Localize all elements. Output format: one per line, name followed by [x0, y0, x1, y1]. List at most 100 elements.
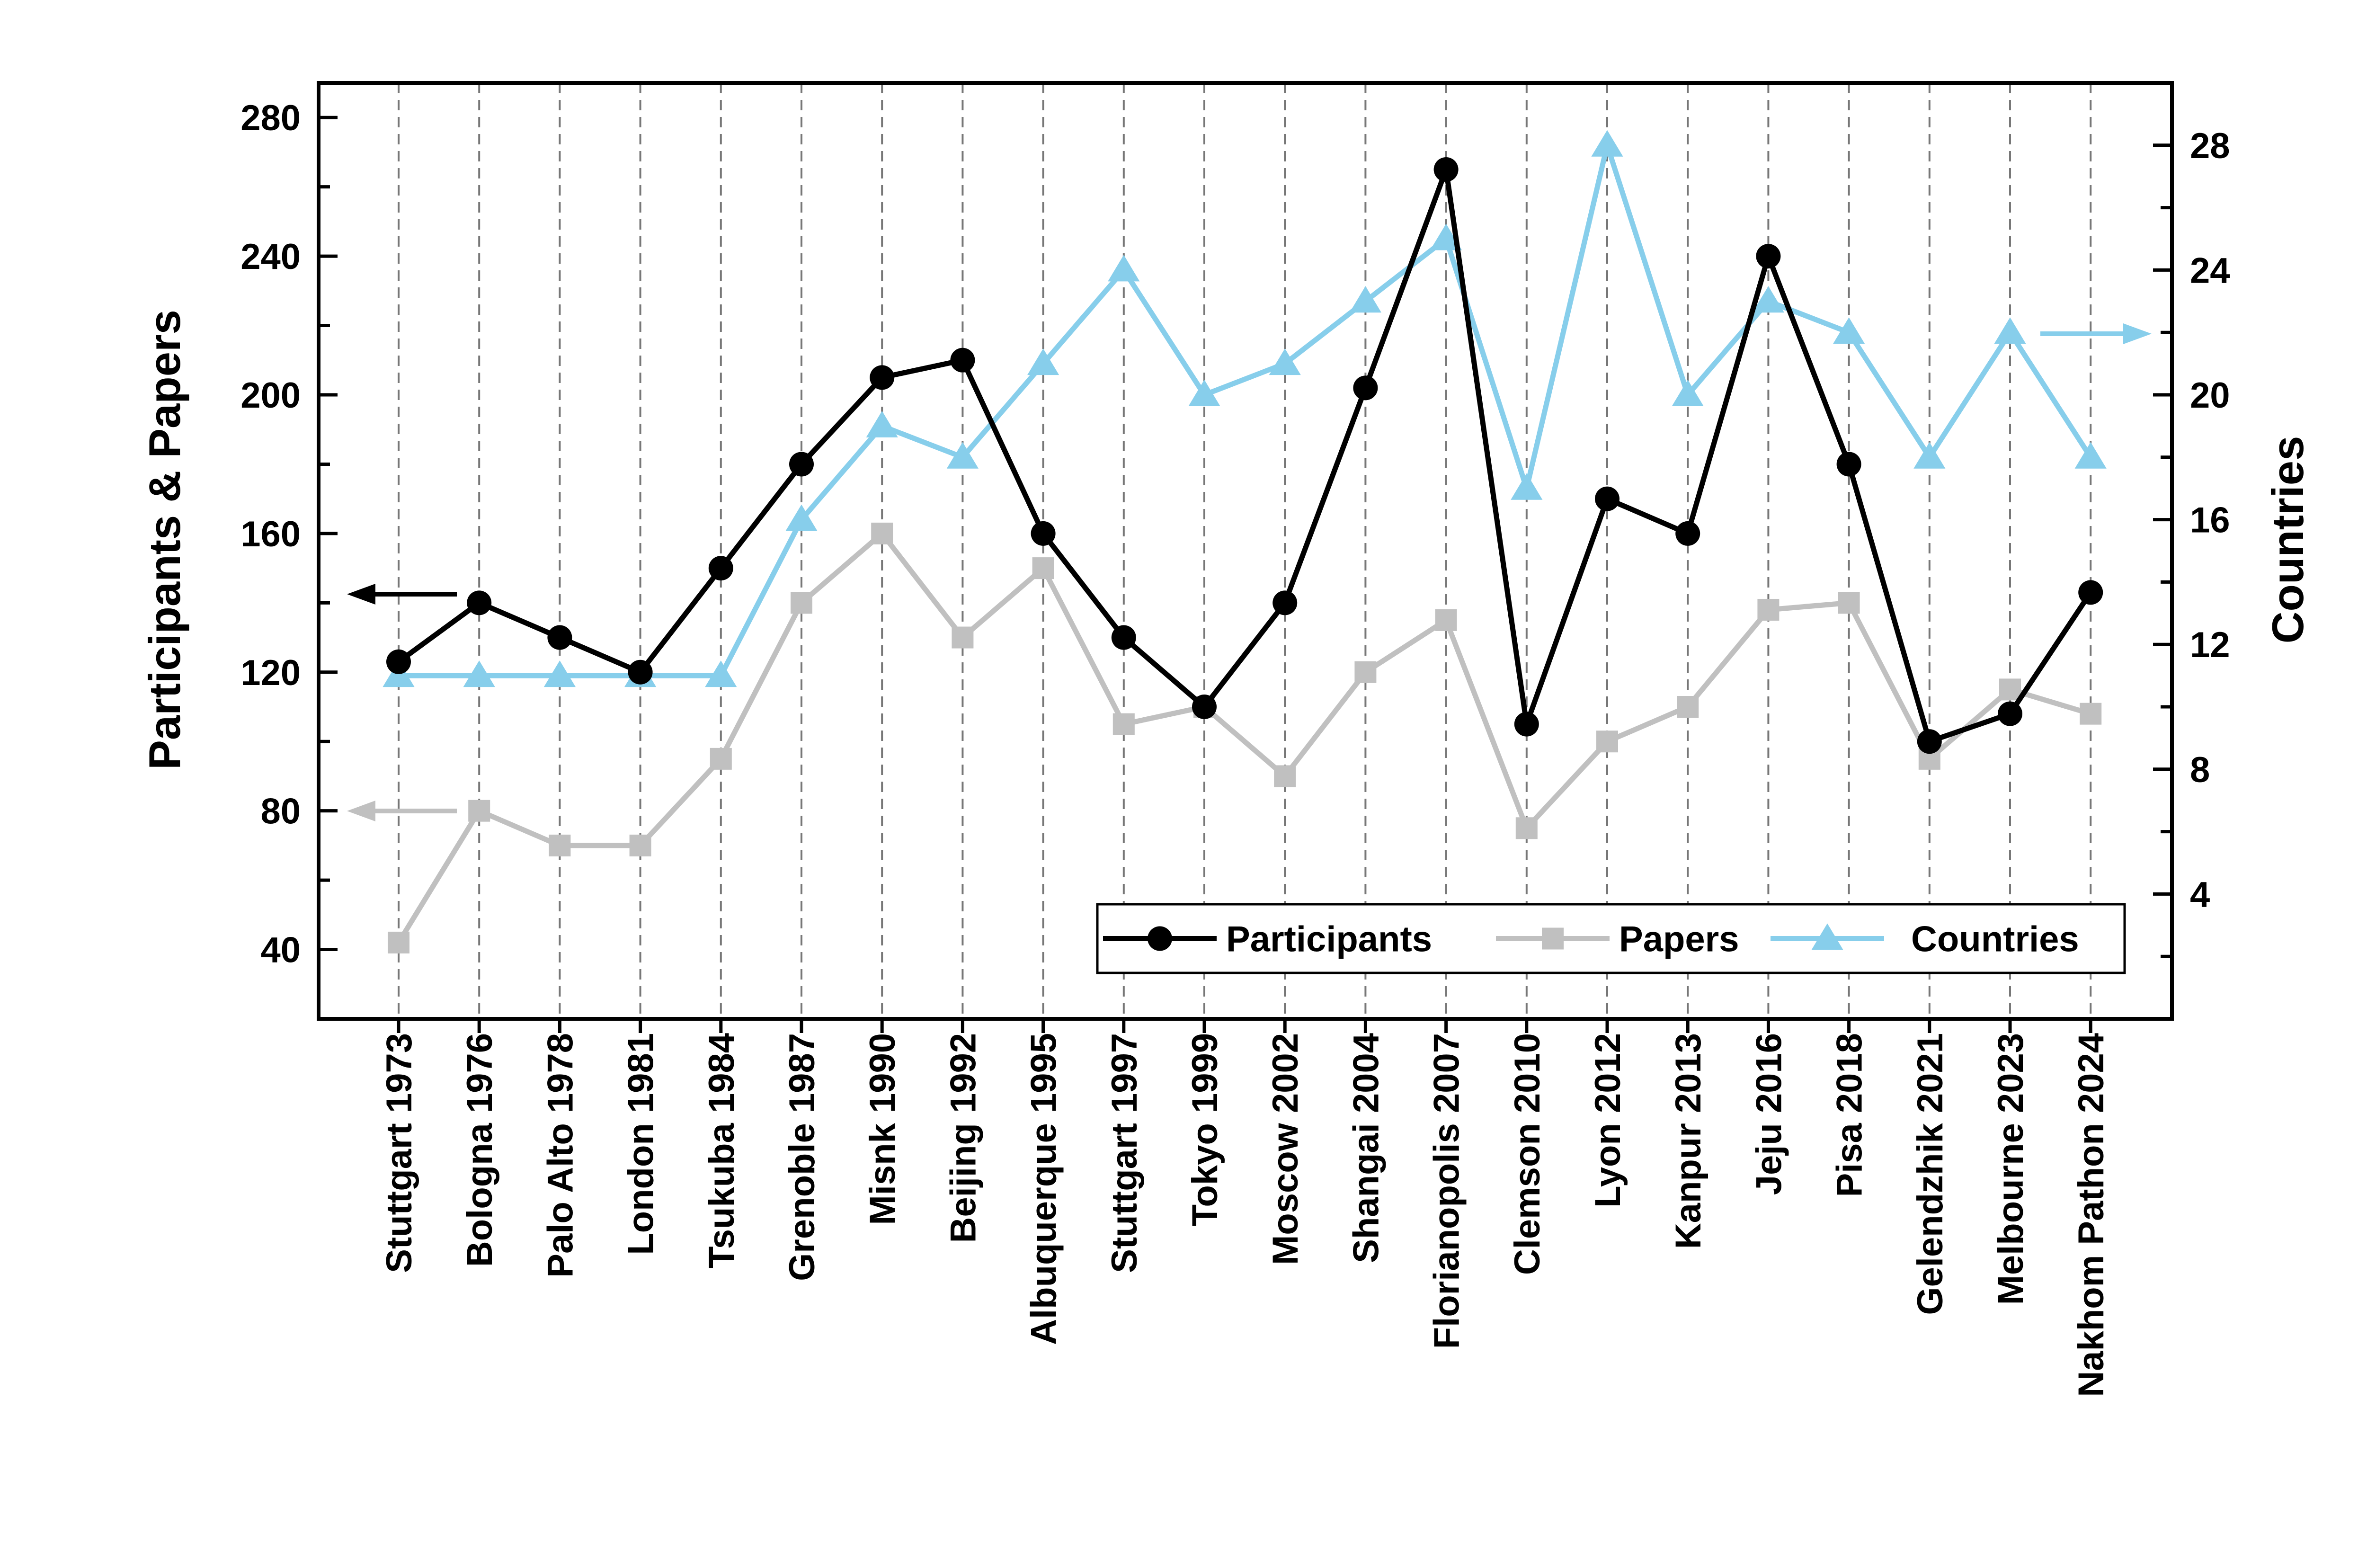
- data-point: [2080, 703, 2102, 725]
- data-point: [1511, 473, 1543, 500]
- data-point: [2074, 442, 2107, 469]
- x-tick-label: Albuquerque 1995: [1024, 1033, 1064, 1345]
- legend-item-papers: Papers: [1496, 919, 1739, 960]
- y2-tick-label: 8: [2190, 750, 2210, 790]
- data-point: [628, 659, 653, 685]
- countries-axis-arrow-head: [2123, 323, 2152, 344]
- data-point: [386, 649, 411, 674]
- data-point: [547, 625, 572, 650]
- y2-tick-label: 16: [2190, 500, 2230, 541]
- x-tick-label: Stuttgart 1973: [379, 1033, 419, 1273]
- y2-tick-label: 20: [2190, 375, 2230, 416]
- y2-tick-label: 4: [2190, 874, 2210, 915]
- series-papers: [388, 522, 2102, 953]
- data-point: [710, 748, 732, 770]
- y-tick-label: 80: [260, 792, 301, 832]
- participants-axis-arrow-head: [347, 584, 375, 605]
- x-tick-label: Beijing 1992: [943, 1033, 983, 1243]
- data-point: [866, 410, 898, 437]
- data-point: [1433, 157, 1459, 182]
- data-point: [467, 590, 492, 615]
- legend-label: Countries: [1911, 919, 2079, 960]
- data-point: [1595, 486, 1620, 511]
- y-tick-label: 40: [260, 930, 301, 971]
- data-point: [1675, 521, 1700, 546]
- data-point: [1269, 348, 1301, 375]
- y-axis-label: Participants & Papers: [140, 310, 189, 770]
- x-tick-label: Bologna 1976: [460, 1033, 500, 1267]
- y-tick-label: 280: [240, 98, 301, 138]
- x-tick-label: Kanpur 2013: [1668, 1033, 1709, 1249]
- data-point: [468, 800, 490, 822]
- legend-label: Papers: [1619, 919, 1739, 960]
- data-point: [952, 626, 974, 649]
- x-tick-label: Gelendzhik 2021: [1910, 1033, 1950, 1315]
- data-point: [1838, 592, 1860, 614]
- y-tick-label: 240: [240, 237, 301, 277]
- y-tick-label: 200: [240, 375, 301, 416]
- x-tick-label: Florianopolis 2007: [1427, 1033, 1467, 1349]
- data-point: [1836, 452, 1861, 477]
- x-tick-label: Palo Alto 1978: [540, 1033, 580, 1278]
- data-point: [785, 504, 818, 531]
- data-point: [950, 347, 975, 373]
- data-point: [1591, 130, 1623, 157]
- x-tick-label: Shangai 2004: [1346, 1033, 1386, 1263]
- data-point: [1111, 625, 1136, 650]
- legend-item-countries: Countries: [1771, 919, 2079, 960]
- x-tick-label: Jeju 2016: [1749, 1033, 1789, 1195]
- data-point: [1756, 244, 1781, 269]
- data-point: [2078, 580, 2103, 605]
- data-point: [1998, 701, 2022, 726]
- data-point: [1108, 255, 1140, 282]
- axis-indicator-arrows: [347, 323, 2152, 821]
- legend-box: [1096, 903, 2126, 974]
- y2-axis-label: Countries: [2263, 436, 2313, 644]
- data-point: [1192, 695, 1217, 719]
- data-point: [1274, 765, 1296, 787]
- data-point: [791, 592, 812, 614]
- data-point: [388, 931, 409, 953]
- data-point: [629, 834, 651, 856]
- data-point: [1272, 590, 1298, 615]
- x-tick-label: Grenoble 1987: [782, 1033, 822, 1281]
- series-line: [397, 167, 2093, 744]
- data-point: [1032, 557, 1054, 579]
- data-point: [1188, 380, 1220, 406]
- data-point: [1112, 713, 1135, 735]
- x-tick-label: Clemson 2010: [1507, 1033, 1548, 1275]
- plot-frame: [317, 81, 2174, 1021]
- data-point: [1349, 286, 1381, 313]
- data-point: [1994, 317, 2026, 344]
- y2-tick-label: 24: [2190, 250, 2230, 291]
- series-countries: [383, 130, 2107, 687]
- x-tick-label: Tsukuba 1984: [702, 1033, 742, 1268]
- data-point: [1917, 729, 1942, 754]
- data-point: [789, 452, 814, 477]
- x-tick-label: London 1981: [621, 1033, 661, 1255]
- x-tick-label: Melbourne 2023: [1991, 1033, 2031, 1305]
- data-point: [946, 442, 979, 469]
- x-tick-label: Misnk 1990: [863, 1033, 903, 1225]
- axes: 40 80 120 160 200 240 280 4 8 12 16 20 24 28 Stuttgart…: [240, 81, 2230, 1397]
- x-tick-label: Lyon 2012: [1588, 1033, 1628, 1208]
- legend-label: Participants: [1226, 919, 1432, 960]
- data-point: [1757, 598, 1780, 621]
- data-point: [1677, 696, 1699, 718]
- data-point: [1031, 521, 1056, 546]
- data-point: [1752, 286, 1784, 313]
- y-tick-label: 120: [240, 653, 301, 693]
- data-point: [1515, 817, 1538, 839]
- series-line: [396, 531, 2091, 944]
- data-point: [1596, 731, 1618, 753]
- data-point: [1027, 348, 1059, 375]
- data-point: [1148, 926, 1172, 951]
- papers-axis-arrow-head: [347, 801, 375, 821]
- data-point: [1435, 609, 1457, 631]
- y2-tick-label: 28: [2190, 126, 2230, 166]
- data-point: [1430, 223, 1462, 250]
- data-point: [1514, 712, 1539, 737]
- data-point: [870, 365, 895, 390]
- data-point: [705, 660, 737, 687]
